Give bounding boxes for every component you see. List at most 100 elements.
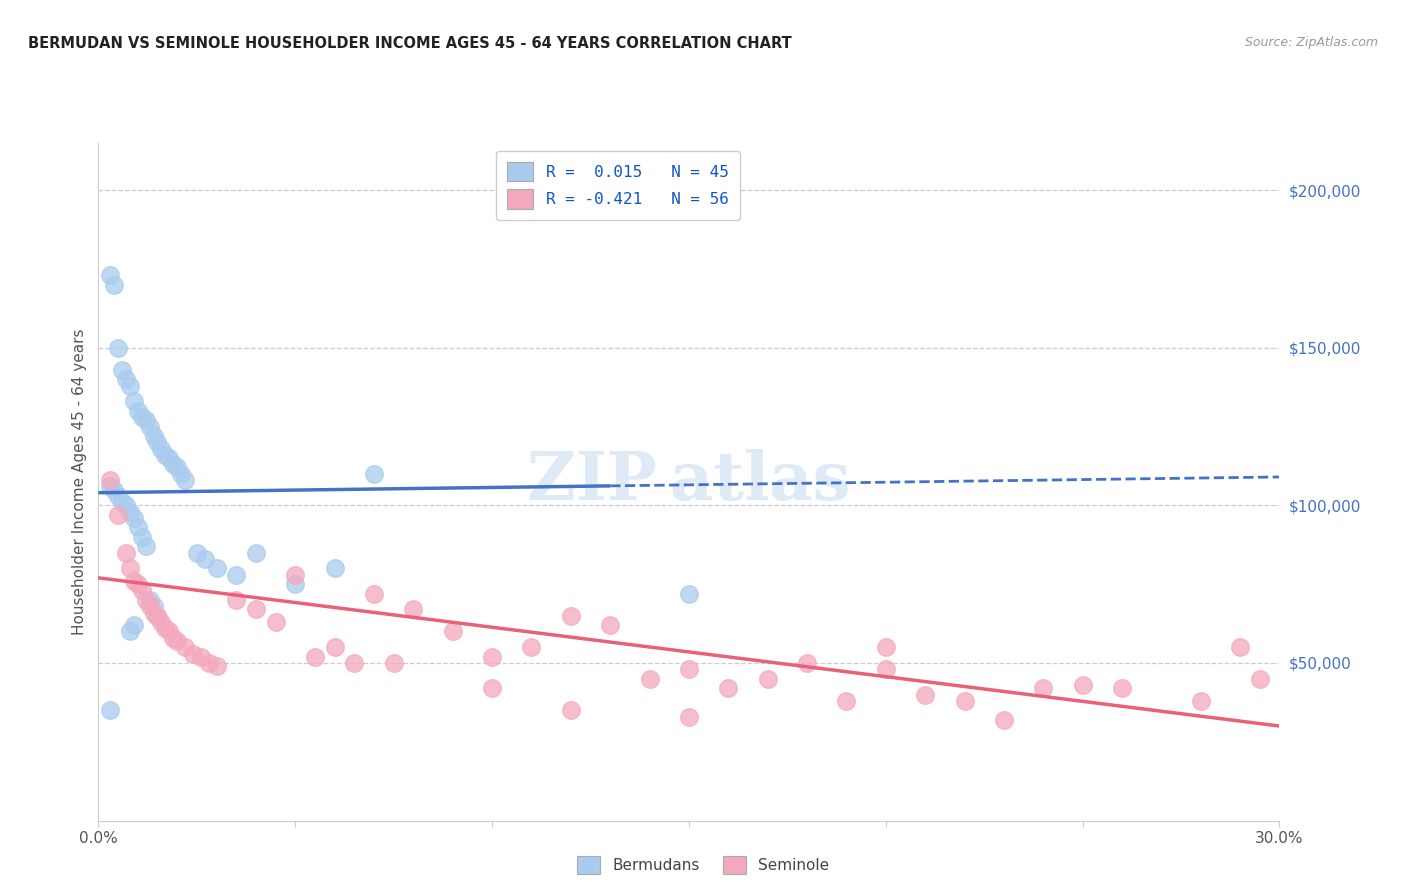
Point: [1032, 681, 1054, 696]
Point: [122, 394, 145, 409]
Point: [441, 624, 464, 639]
Point: [953, 694, 976, 708]
Point: [756, 672, 779, 686]
Point: [481, 649, 503, 664]
Point: [323, 561, 346, 575]
Point: [678, 662, 700, 676]
Point: [98, 479, 121, 493]
Point: [875, 662, 897, 676]
Point: [382, 656, 405, 670]
Point: [107, 341, 129, 355]
Point: [118, 378, 141, 392]
Text: ZIP atlas: ZIP atlas: [527, 450, 851, 514]
Point: [835, 694, 858, 708]
Point: [157, 624, 180, 639]
Point: [150, 442, 173, 456]
Point: [363, 586, 385, 600]
Point: [111, 363, 134, 377]
Point: [135, 593, 157, 607]
Point: [560, 703, 582, 717]
Point: [402, 602, 425, 616]
Point: [284, 577, 307, 591]
Point: [155, 621, 177, 635]
Point: [481, 681, 503, 696]
Point: [560, 608, 582, 623]
Point: [225, 567, 247, 582]
Text: Source: ZipAtlas.com: Source: ZipAtlas.com: [1244, 36, 1378, 49]
Point: [264, 615, 287, 629]
Point: [1249, 672, 1271, 686]
Point: [138, 599, 160, 614]
Point: [225, 593, 247, 607]
Point: [796, 656, 818, 670]
Point: [122, 574, 145, 588]
Point: [107, 508, 129, 522]
Point: [343, 656, 366, 670]
Point: [135, 413, 157, 427]
Text: BERMUDAN VS SEMINOLE HOUSEHOLDER INCOME AGES 45 - 64 YEARS CORRELATION CHART: BERMUDAN VS SEMINOLE HOUSEHOLDER INCOME …: [28, 36, 792, 51]
Point: [135, 539, 157, 553]
Point: [205, 561, 228, 575]
Point: [138, 419, 160, 434]
Point: [118, 624, 141, 639]
Point: [170, 467, 193, 481]
Point: [304, 649, 326, 664]
Point: [166, 460, 188, 475]
Point: [127, 403, 149, 417]
Point: [142, 606, 165, 620]
Point: [599, 618, 621, 632]
Point: [115, 372, 138, 386]
Legend: R =  0.015   N = 45, R = -0.421   N = 56: R = 0.015 N = 45, R = -0.421 N = 56: [496, 151, 740, 220]
Point: [142, 429, 165, 443]
Point: [638, 672, 661, 686]
Point: [205, 659, 228, 673]
Point: [127, 577, 149, 591]
Point: [122, 511, 145, 525]
Point: [118, 505, 141, 519]
Point: [197, 656, 219, 670]
Point: [1189, 694, 1212, 708]
Point: [146, 608, 169, 623]
Point: [142, 599, 165, 614]
Point: [138, 593, 160, 607]
Point: [146, 435, 169, 450]
Point: [166, 634, 188, 648]
Point: [115, 499, 138, 513]
Point: [150, 615, 173, 629]
Point: [107, 489, 129, 503]
Point: [122, 618, 145, 632]
Point: [157, 450, 180, 465]
Y-axis label: Householder Income Ages 45 - 64 years: Householder Income Ages 45 - 64 years: [72, 328, 87, 635]
Point: [194, 552, 217, 566]
Point: [174, 640, 197, 655]
Point: [115, 546, 138, 560]
Point: [111, 495, 134, 509]
Point: [520, 640, 543, 655]
Point: [162, 631, 184, 645]
Point: [98, 703, 121, 717]
Point: [1071, 678, 1094, 692]
Legend: Bermudans, Seminole: Bermudans, Seminole: [571, 850, 835, 880]
Point: [131, 583, 153, 598]
Point: [98, 268, 121, 282]
Point: [131, 530, 153, 544]
Point: [118, 561, 141, 575]
Point: [127, 520, 149, 534]
Point: [678, 709, 700, 723]
Point: [174, 473, 197, 487]
Point: [245, 602, 267, 616]
Point: [245, 546, 267, 560]
Point: [181, 647, 204, 661]
Point: [190, 649, 212, 664]
Point: [1229, 640, 1251, 655]
Point: [284, 567, 307, 582]
Point: [323, 640, 346, 655]
Point: [186, 546, 208, 560]
Point: [103, 483, 125, 497]
Point: [131, 410, 153, 425]
Point: [717, 681, 740, 696]
Point: [98, 473, 121, 487]
Point: [103, 277, 125, 292]
Point: [155, 448, 177, 462]
Point: [914, 688, 936, 702]
